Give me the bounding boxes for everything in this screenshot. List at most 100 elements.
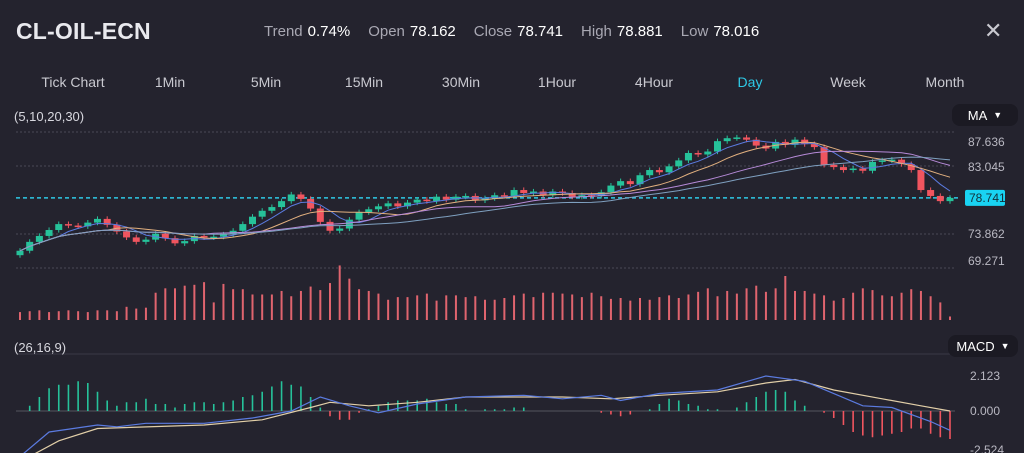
candle-up [433,196,441,202]
candle-down [520,190,528,193]
candle-down [781,141,789,145]
stat-label: Low [680,23,709,40]
candle-up [35,235,43,242]
candle-down [568,192,576,197]
tab-day[interactable]: Day [737,74,763,90]
stat-value: 78.016 [713,23,760,40]
candle-down [655,170,663,173]
candle-up [684,153,692,161]
dropdown-label: MA [967,107,988,123]
candle-down [442,196,450,200]
candle-up [181,241,189,244]
candle-up [278,201,286,208]
candle-up [646,170,654,176]
macd-line [23,375,951,453]
candle-up [345,219,353,229]
candle-up [16,250,24,256]
candle-up [94,218,101,223]
candle-down [830,164,838,168]
candle-up [665,166,673,173]
candle-up [491,195,499,199]
candle-up [549,191,557,196]
ma-indicator-dropdown[interactable]: MA ▼ [952,104,1018,126]
candle-down [316,208,324,222]
tab-week[interactable]: Week [830,74,866,90]
candle-down [559,191,566,194]
candle-up [384,203,392,207]
candle-up [462,195,470,198]
candle-down [64,224,72,226]
candle-up [946,197,954,202]
macd-tick-label: 2.123 [970,369,1000,383]
price-tick-label: 87.636 [968,135,1005,149]
candle-up [607,185,615,193]
candle-up [210,236,218,239]
candle-down [394,203,402,207]
stat-label: Close [473,23,513,40]
candle-up [258,210,266,217]
candle-down [307,198,315,209]
candle-up [239,224,247,231]
macd-tick-label: -2.524 [970,443,1004,453]
tab-4hour[interactable]: 4Hour [634,74,674,90]
close-icon[interactable]: ✕ [984,18,1003,43]
tab-1hour[interactable]: 1Hour [537,74,577,90]
macd-indicator-dropdown[interactable]: MACD ▼ [948,335,1018,357]
price-tick-label: 73.862 [968,227,1005,241]
candle-down [626,181,634,185]
candle-up [336,228,344,231]
stat-value: 78.741 [517,23,564,40]
candle-down [171,238,179,244]
candle-down [297,194,305,199]
dropdown-label: MACD [956,338,995,354]
tab-month[interactable]: Month [925,74,965,90]
candle-up [84,222,92,227]
tab-30min[interactable]: 30Min [441,74,481,90]
candle-down [752,139,760,146]
candle-down [161,233,169,239]
candle-down [743,137,751,140]
candle-up [404,202,411,207]
candle-up [55,224,63,231]
candle-up [578,195,586,197]
price-tick-label: 83.045 [968,160,1005,174]
candle-down [859,168,867,171]
candle-down [326,221,334,231]
candle-down [694,153,702,155]
candle-up [714,141,721,152]
candle-down [820,147,828,165]
price-stats: Trend 0.74% Open 78.162 Close 78.741 High 78… [264,23,759,40]
tab-1min[interactable]: 1Min [154,74,186,90]
candle-down [423,199,431,202]
candle-up [287,194,295,202]
macd-signal-line [34,378,951,453]
macd-tick-label: 0.000 [970,404,1000,418]
tab-5min[interactable]: 5Min [250,74,282,90]
current-price-badge [965,189,1005,206]
timeframe-tabs: Tick Chart 1Min 5Min 15Min 30Min 1Hour 4Hour Da… [0,74,1024,94]
candle-down [936,195,944,202]
candle-down [839,167,847,171]
tab-tick-chart[interactable]: Tick Chart [41,74,105,90]
symbol-title: CL-OIL-ECN [16,18,151,44]
candle-down [917,170,925,191]
candle-down [103,218,111,225]
candle-up [365,209,373,213]
current-price-label: 78.741 [969,191,1006,205]
stat-value: 78.881 [616,23,663,40]
stat-label: High [581,23,612,40]
tab-15min[interactable]: 15Min [344,74,384,90]
stat-label: Trend [264,23,303,40]
candle-up [723,138,731,142]
candle-up [219,234,227,237]
ma-params: (5,10,20,30) [14,109,85,124]
candle-up [510,190,518,196]
ma30-line [19,156,951,252]
candle-up [529,191,537,194]
caret-down-icon: ▼ [1000,341,1010,351]
macd-params: (26,16,9) [14,340,67,355]
candle-up [849,168,857,171]
price-tick-label: 69.271 [968,254,1005,268]
candle-up [355,212,363,220]
